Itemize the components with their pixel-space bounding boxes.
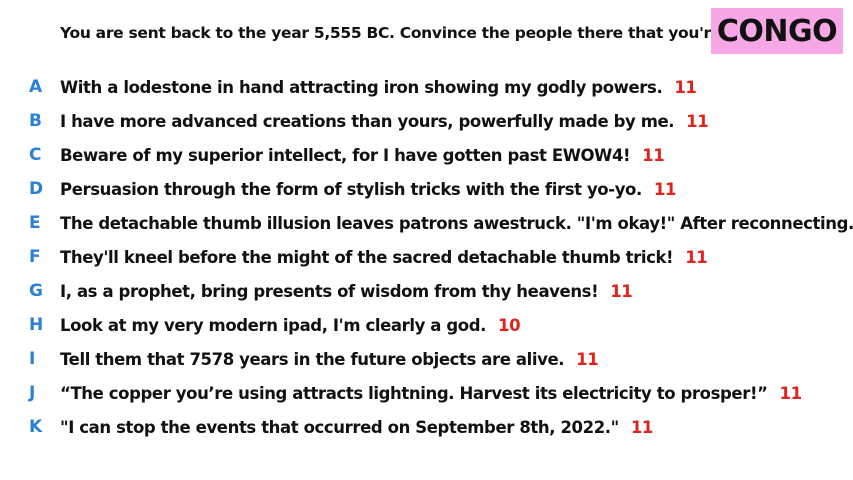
answer-letter: K <box>29 417 43 437</box>
answer-content: Tell them that 7578 years in the future … <box>60 349 599 369</box>
answer-content: Persuasion through the form of stylish t… <box>60 180 676 199</box>
answer-row: H Look at my very modern ipad, I'm clear… <box>0 308 853 342</box>
answer-letter: E <box>29 213 41 233</box>
answer-row: I Tell them that 7578 years in the futur… <box>0 342 853 376</box>
answer-text: They'll kneel before the might of the sa… <box>60 247 674 267</box>
answer-text: With a lodestone in hand attracting iron… <box>60 77 663 97</box>
answer-text: “The copper you’re using attracts lightn… <box>60 383 768 403</box>
prompt-text: You are sent back to the year 5,555 BC. … <box>60 24 779 42</box>
answer-row: E The detachable thumb illusion leaves p… <box>0 206 853 240</box>
answer-text: I, as a prophet, bring presents of wisdo… <box>60 281 599 301</box>
answer-score: 11 <box>686 111 709 131</box>
answer-score: 11 <box>685 247 708 267</box>
answer-score: 11 <box>630 417 654 437</box>
answer-list: A With a lodestone in hand attracting ir… <box>0 70 853 444</box>
answer-text: Persuasion through the form of stylish t… <box>60 179 642 199</box>
category-badge-label: CONGO <box>716 13 838 49</box>
answer-score: 11 <box>674 77 697 97</box>
answer-content: The detachable thumb illusion leaves pat… <box>60 214 853 233</box>
answer-score: 11 <box>653 179 677 199</box>
answer-row: D Persuasion through the form of stylish… <box>0 172 853 206</box>
answer-content: I have more advanced creations than your… <box>60 111 709 131</box>
answer-content: “The copper you’re using attracts lightn… <box>60 384 802 403</box>
answer-letter: F <box>29 247 41 267</box>
answer-score: 10 <box>498 315 521 335</box>
answer-text: The detachable thumb illusion leaves pat… <box>60 213 853 233</box>
answer-letter: D <box>29 179 44 199</box>
answer-content: Look at my very modern ipad, I'm clearly… <box>60 315 521 335</box>
answer-content: I, as a prophet, bring presents of wisdo… <box>60 281 633 301</box>
answer-score: 11 <box>779 383 803 403</box>
answer-content: With a lodestone in hand attracting iron… <box>60 77 697 97</box>
answer-content: They'll kneel before the might of the sa… <box>60 247 708 267</box>
answer-text: Tell them that 7578 years in the future … <box>60 349 565 369</box>
answer-letter: B <box>29 111 42 131</box>
answer-row: B I have more advanced creations than yo… <box>0 104 853 138</box>
answer-letter: I <box>29 349 36 369</box>
answer-row: A With a lodestone in hand attracting ir… <box>0 70 853 104</box>
category-badge: CONGO <box>711 8 843 54</box>
answer-row: G I, as a prophet, bring presents of wis… <box>0 274 853 308</box>
answer-content: Beware of my superior intellect, for I h… <box>60 145 665 165</box>
answer-letter: C <box>29 145 42 165</box>
answer-letter: A <box>29 77 43 97</box>
answer-row: F They'll kneel before the might of the … <box>0 240 853 274</box>
answer-text: Beware of my superior intellect, for I h… <box>60 145 631 165</box>
answer-text: "I can stop the events that occurred on … <box>60 417 619 437</box>
answer-letter: H <box>29 315 44 335</box>
answer-row: J “The copper you’re using attracts ligh… <box>0 376 853 410</box>
answer-row: C Beware of my superior intellect, for I… <box>0 138 853 172</box>
answer-text: Look at my very modern ipad, I'm clearly… <box>60 315 487 335</box>
answer-score: 11 <box>642 145 665 165</box>
answer-row: K "I can stop the events that occurred o… <box>0 410 853 444</box>
answer-letter: G <box>29 281 43 301</box>
answer-content: "I can stop the events that occurred on … <box>60 418 653 437</box>
answer-letter: J <box>29 383 36 403</box>
answer-score: 11 <box>576 349 599 369</box>
answer-score: 11 <box>610 281 633 301</box>
answer-text: I have more advanced creations than your… <box>60 111 675 131</box>
